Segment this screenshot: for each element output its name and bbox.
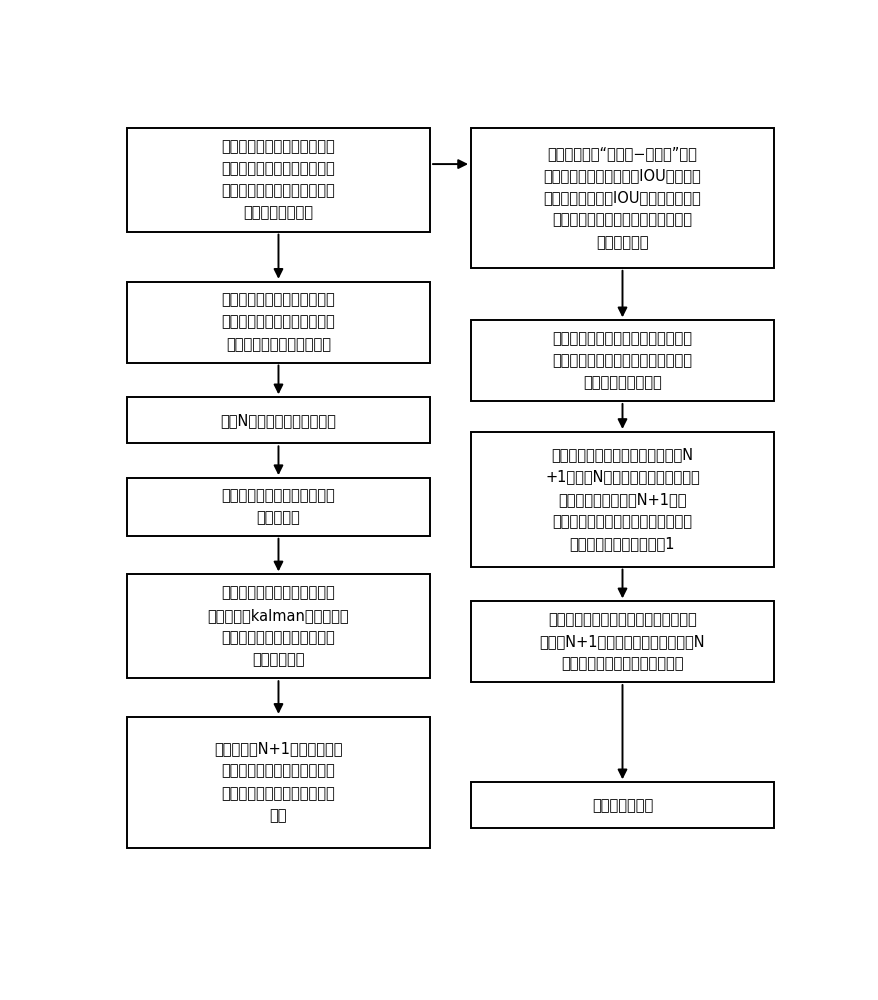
- Text: 对跟踪器进行遍历，若跟踪器中第N
+1帧和第N帧的鸡只检测框大小不一
致，计算跟踪器中第N+1帧的
鸡只检测框的距离补偿系数，若大小
一致则将距离补偿系数置1: 对跟踪器进行遍历，若跟踪器中第N +1帧和第N帧的鸡只检测框大小不一 致，计算跟…: [544, 447, 699, 551]
- Text: 对视频中第N+1帧图像中的鸡
只进行目标检测，将得到的鸡
只检测框和前一帧预测框进行
匹配: 对视频中第N+1帧图像中的鸡 只进行目标检测，将得到的鸡 只检测框和前一帧预测框…: [214, 741, 342, 823]
- Text: 根据跟踪器中存储的鸡只检测框位置，
计算第N+1帧的鸡只检测框相对于第N
帧的鸡只检测框移动的像素长度: 根据跟踪器中存储的鸡只检测框位置， 计算第N+1帧的鸡只检测框相对于第N 帧的鸡…: [539, 612, 704, 671]
- Text: 将一边长已知的方形标定块置
于待检测的鸡群活动场地中，
相机对场地取像后，获取标定
块边长的像素长度: 将一边长已知的方形标定块置 于待检测的鸡群活动场地中， 相机对场地取像后，获取标…: [221, 139, 335, 220]
- Bar: [126, 282, 429, 363]
- Bar: [471, 320, 774, 401]
- Bar: [126, 478, 429, 536]
- Text: 计算鸡群活动量: 计算鸡群活动量: [591, 798, 652, 813]
- Text: 根据跟踪器中存储的鸡只检测
框位置，用kalman滤波器进行
轨迹预测，得到对应鸡只目标
的预测框位置: 根据跟踪器中存储的鸡只检测 框位置，用kalman滤波器进行 轨迹预测，得到对应…: [207, 585, 349, 667]
- Bar: [471, 432, 774, 567]
- Text: 对第N帧的图像进行目标检测: 对第N帧的图像进行目标检测: [220, 413, 336, 428]
- Bar: [126, 128, 429, 232]
- Text: 对匹配成功的“检测框−预测框”对进
行遍历，去掉交并比小于IOU阈值的配
对，交并比不小于IOU阈值的配对，将
检测框的位置加入所匹配的预测框对
应的跟踪器中: 对匹配成功的“检测框−预测框”对进 行遍历，去掉交并比小于IOU阈值的配 对，交…: [543, 146, 701, 250]
- Bar: [126, 717, 429, 848]
- Bar: [471, 128, 774, 268]
- Bar: [471, 601, 774, 682]
- Bar: [126, 397, 429, 443]
- Bar: [471, 782, 774, 828]
- Text: 根据获得的标定块边长的像素
长度，计算图像帧中像素长度
和实际长度之间的比例因子: 根据获得的标定块边长的像素 长度，计算图像帧中像素长度 和实际长度之间的比例因子: [221, 292, 335, 352]
- Bar: [126, 574, 429, 678]
- Text: 为检测到的每个鸡只目标创建
一个跟踪器: 为检测到的每个鸡只目标创建 一个跟踪器: [221, 488, 335, 526]
- Text: 对匹配失败的鸡只检测框进行重新匹
配，将检测框的位置加入所匹配的预
测框对应的跟踪器中: 对匹配失败的鸡只检测框进行重新匹 配，将检测框的位置加入所匹配的预 测框对应的跟…: [552, 331, 692, 390]
